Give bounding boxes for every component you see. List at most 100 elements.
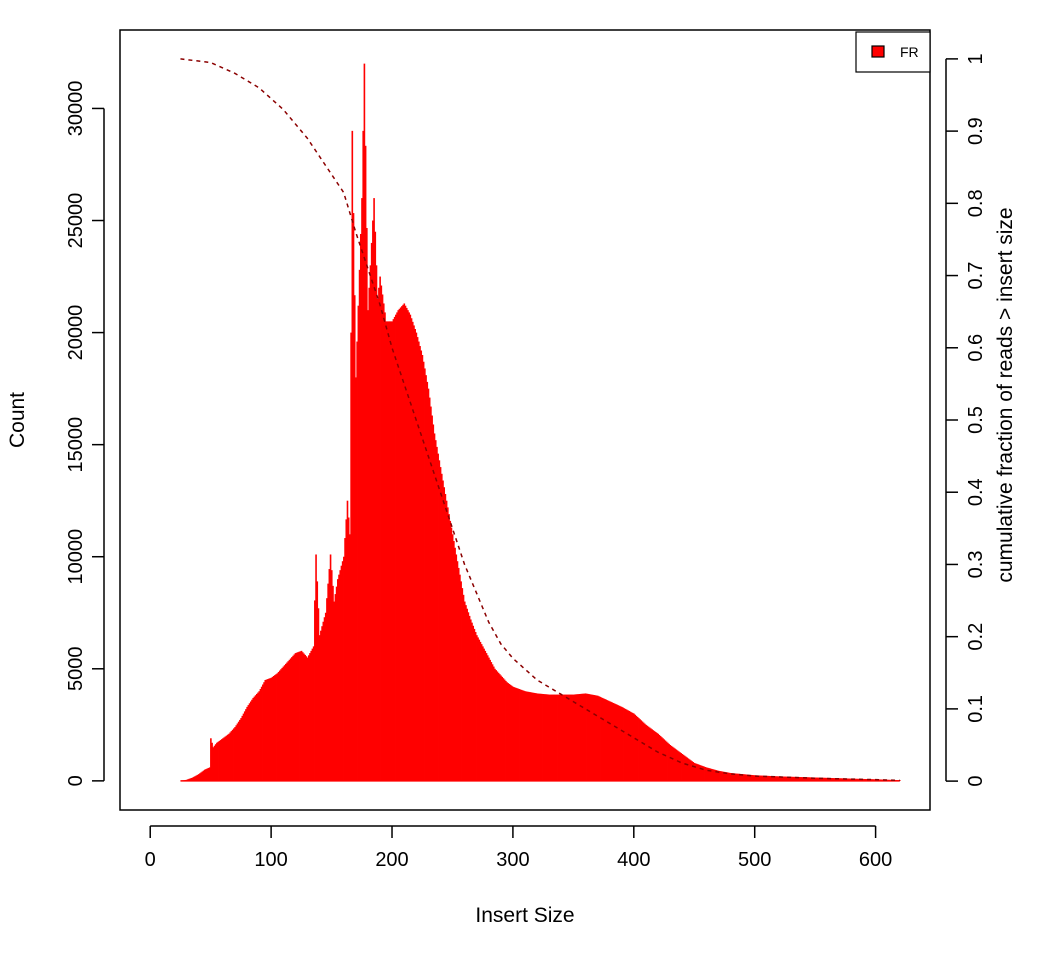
histogram-bar bbox=[559, 694, 562, 781]
y-axis-right: 0 0.1 0.2 0.3 0.4 0.5 0.6 0.7 0.8 0.9 1 bbox=[945, 53, 987, 787]
histogram-bar bbox=[576, 694, 578, 781]
histogram-bar bbox=[194, 776, 196, 781]
histogram-bar bbox=[740, 774, 743, 781]
histogram-bar bbox=[356, 341, 358, 781]
y-tick-label: 15000 bbox=[65, 417, 87, 473]
histogram-bar bbox=[444, 493, 447, 781]
histogram-bar bbox=[398, 308, 401, 781]
histogram-bar bbox=[708, 768, 710, 781]
histogram-bar bbox=[381, 294, 384, 781]
histogram-bar bbox=[311, 648, 314, 781]
histogram-bar bbox=[514, 687, 517, 781]
histogram-bar bbox=[468, 615, 471, 781]
histogram-bar bbox=[829, 777, 831, 781]
histogram-bar bbox=[245, 709, 247, 781]
histogram-bar bbox=[341, 561, 344, 781]
cumulative-fraction-line bbox=[180, 58, 900, 782]
histogram-bar bbox=[517, 688, 519, 781]
histogram-bar bbox=[696, 763, 698, 781]
histogram-bar bbox=[835, 778, 837, 781]
histogram-bar bbox=[361, 198, 363, 781]
histogram-bar bbox=[391, 321, 394, 781]
histogram-bar bbox=[541, 693, 543, 781]
histogram-bar bbox=[773, 776, 776, 781]
histogram-bar bbox=[552, 694, 554, 781]
histogram-bar bbox=[575, 694, 577, 781]
histogram-bar bbox=[326, 598, 328, 781]
histogram-bar bbox=[710, 768, 713, 781]
histogram-bar bbox=[369, 265, 372, 781]
histogram-bar bbox=[304, 654, 306, 781]
histogram-bar bbox=[716, 770, 719, 781]
histogram-bar bbox=[206, 768, 209, 781]
histogram-bar bbox=[830, 777, 832, 781]
histogram-bar bbox=[438, 460, 441, 781]
histogram-bar bbox=[401, 306, 403, 781]
histogram-bar bbox=[364, 145, 367, 781]
histogram-bar bbox=[234, 727, 236, 781]
histogram-bar bbox=[322, 621, 325, 781]
histogram-bar bbox=[375, 265, 378, 781]
histogram-bar bbox=[619, 706, 622, 781]
histogram-bar bbox=[239, 719, 241, 781]
y2-tick-label: 0.3 bbox=[965, 551, 987, 579]
histogram-bar bbox=[352, 213, 355, 781]
histogram-bar bbox=[526, 691, 529, 781]
histogram-bar bbox=[306, 657, 309, 781]
histogram-bar bbox=[201, 771, 204, 781]
histogram-bar bbox=[737, 773, 739, 781]
y-tick-label: 5000 bbox=[65, 647, 87, 692]
histogram-bar bbox=[456, 561, 459, 781]
histogram-bar bbox=[353, 295, 356, 781]
histogram-bar bbox=[781, 776, 784, 781]
histogram-bar bbox=[380, 285, 383, 781]
histogram-bar bbox=[262, 684, 264, 781]
histogram-bar bbox=[248, 703, 251, 781]
histogram-bar bbox=[778, 776, 780, 781]
histogram-bar bbox=[223, 737, 225, 781]
histogram-bar bbox=[387, 321, 390, 781]
histogram-bar bbox=[627, 710, 629, 781]
histogram-bar bbox=[758, 775, 761, 781]
histogram-bar bbox=[193, 776, 195, 781]
histogram-bar bbox=[673, 747, 675, 781]
histogram-bar bbox=[299, 651, 302, 781]
histogram-bar bbox=[189, 778, 192, 781]
histogram-bar bbox=[841, 778, 843, 781]
histogram-bar bbox=[291, 657, 293, 781]
histogram-bar bbox=[675, 749, 678, 781]
histogram-bar bbox=[379, 276, 381, 781]
histogram-bar bbox=[638, 718, 640, 781]
histogram-bar bbox=[367, 310, 369, 781]
histogram-bar bbox=[340, 565, 343, 781]
histogram-bar bbox=[251, 699, 253, 781]
histogram-bar bbox=[812, 777, 814, 781]
histogram-bar bbox=[343, 556, 345, 781]
histogram-bar bbox=[606, 700, 609, 781]
histogram-bar bbox=[540, 693, 542, 781]
histogram-bar bbox=[218, 740, 221, 781]
histogram-bar bbox=[231, 729, 234, 781]
histogram-bar bbox=[463, 601, 466, 781]
histogram-bar bbox=[715, 770, 718, 781]
histogram-bar bbox=[506, 682, 508, 781]
histogram-bar bbox=[836, 778, 838, 781]
histogram-bar bbox=[414, 329, 416, 781]
histogram-bar bbox=[366, 227, 368, 781]
histogram-bar bbox=[586, 693, 588, 781]
y2-tick-label: 0.7 bbox=[965, 262, 987, 290]
histogram-bar bbox=[865, 779, 867, 781]
histogram-bar bbox=[735, 773, 738, 781]
histogram-bar bbox=[384, 312, 386, 781]
histogram-bar bbox=[217, 741, 219, 781]
histogram-bar bbox=[528, 691, 530, 781]
histogram-bar bbox=[670, 745, 673, 781]
histogram-bar bbox=[899, 780, 901, 781]
histogram-bar bbox=[430, 406, 432, 781]
histogram-bar bbox=[683, 755, 686, 781]
histogram-bar bbox=[286, 662, 288, 781]
histogram-bar bbox=[457, 567, 460, 781]
histogram-bar bbox=[347, 517, 350, 781]
histogram-bar bbox=[604, 699, 606, 781]
histogram-bar bbox=[542, 694, 545, 781]
